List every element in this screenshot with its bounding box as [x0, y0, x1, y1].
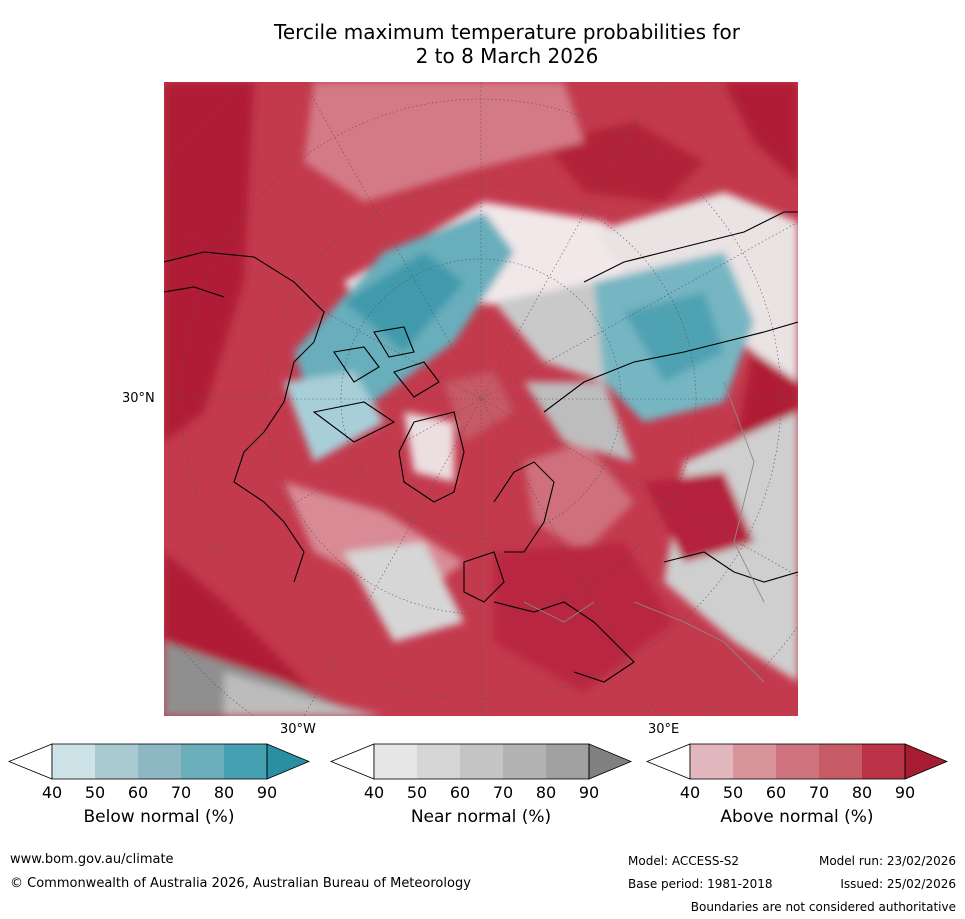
colorbar-segment	[690, 744, 733, 779]
colorbar-segment	[862, 744, 905, 779]
colorbar-tick-label: 80	[213, 783, 235, 802]
copyright-text: © Commonwealth of Australia 2026, Austra…	[10, 876, 471, 891]
colorbar-segment	[819, 744, 862, 779]
colorbar-tick-label: 60	[449, 783, 471, 802]
colorbar-tick-label: 70	[170, 783, 192, 802]
disclaimer-text: Boundaries are not considered authoritat…	[690, 900, 956, 914]
colorbar-tick-label: 40	[41, 783, 63, 802]
colorbar-tick-label: 60	[127, 783, 149, 802]
colorbar-tick-label: 70	[492, 783, 514, 802]
model-text: Model: ACCESS-S2	[628, 854, 740, 868]
colorbar-segment	[733, 744, 776, 779]
map-title: Tercile maximum temperature probabilitie…	[165, 20, 849, 68]
model-run-text: Model run: 23/02/2026	[818, 854, 956, 868]
colorbar-tick-label: 50	[406, 783, 428, 802]
colorbar-tick-label: 90	[578, 783, 600, 802]
colorbar-segment	[546, 744, 589, 779]
probability-map	[164, 82, 798, 716]
colorbar-max-extension	[904, 743, 948, 780]
colorbar-min-extension	[8, 743, 53, 780]
colorbar-tick-label: 80	[851, 783, 873, 802]
title-line-1: Tercile maximum temperature probabilitie…	[274, 20, 740, 44]
colorbar-segment	[224, 744, 267, 779]
colorbar-frame	[51, 743, 268, 780]
colorbar-tick-label: 60	[765, 783, 787, 802]
colorbar-max-extension	[266, 743, 310, 780]
colorbar-segment	[417, 744, 460, 779]
colorbar-segment	[503, 744, 546, 779]
colorbar-tick-label: 40	[363, 783, 385, 802]
colorbar-segment	[95, 744, 138, 779]
colorbar-segment	[460, 744, 503, 779]
colorbar-segment	[181, 744, 224, 779]
issued-text: Issued: 25/02/2026	[840, 877, 956, 891]
title-line-2: 2 to 8 March 2026	[415, 44, 599, 68]
colorbar-above-normal-label: Above normal (%)	[720, 807, 874, 827]
base-period-text: Base period: 1981-2018	[628, 877, 773, 891]
colorbar-segment	[776, 744, 819, 779]
longitude-label-30e: 30°E	[648, 722, 680, 737]
colorbar-frame	[373, 743, 590, 780]
colorbar-segment	[52, 744, 95, 779]
colorbar-tick-label: 80	[535, 783, 557, 802]
colorbar-min-extension	[330, 743, 375, 780]
colorbar-tick-label: 70	[808, 783, 830, 802]
colorbar-tick-label: 90	[256, 783, 278, 802]
colorbar-tick-label: 50	[84, 783, 106, 802]
colorbar-frame	[689, 743, 906, 780]
colorbar-near-normal-label: Near normal (%)	[410, 807, 552, 827]
colorbar-tick-label: 40	[679, 783, 701, 802]
website-link[interactable]: www.bom.gov.au/climate	[10, 852, 174, 867]
colorbar-max-extension	[588, 743, 632, 780]
latitude-label-30n: 30°N	[122, 391, 155, 406]
colorbar-tick-label: 90	[894, 783, 916, 802]
longitude-label-30w: 30°W	[280, 722, 316, 737]
colorbar-below-normal-label: Below normal (%)	[83, 807, 235, 827]
colorbar-segment	[138, 744, 181, 779]
colorbar-tick-label: 50	[722, 783, 744, 802]
colorbar-segment	[374, 744, 417, 779]
colorbar-min-extension	[646, 743, 691, 780]
